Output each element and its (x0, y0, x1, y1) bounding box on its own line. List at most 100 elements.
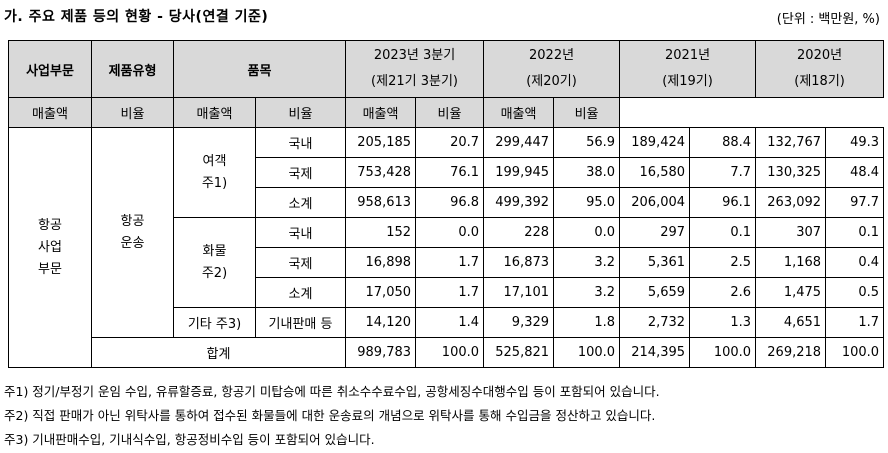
footnote: 주2) 직접 판매가 아닌 위탁사를 통하여 접수된 화물들에 대한 운송료의 … (4, 408, 656, 423)
sales-value: 9,329 (483, 307, 555, 338)
sales-value: 5,659 (619, 277, 691, 308)
header-sales: 매출액 (483, 97, 555, 128)
header-period: 2023년 3분기 (제21기 3분기) (345, 40, 485, 98)
header-sales: 매출액 (8, 97, 92, 128)
header-period: 2021년 (제19기) (619, 40, 757, 98)
row-label: 소계 (254, 277, 347, 308)
ratio-value: 1.8 (553, 307, 621, 338)
header-ratio: 비율 (553, 97, 621, 128)
table-row: 국제 16,898 1.7 16,873 3.2 5,361 2.5 1,168 0.4 (9, 247, 885, 278)
table-row: 국제 753,428 76.1 199,945 38.0 16,580 7.7 130,32… (9, 157, 885, 188)
header-sales: 매출액 (173, 97, 256, 128)
sales-value: 958,613 (345, 187, 417, 218)
header-segment: 사업부문 (8, 40, 92, 98)
ratio-value: 0.0 (415, 217, 485, 248)
sales-value: 297 (619, 217, 691, 248)
sales-value: 199,945 (483, 157, 555, 188)
header-sales: 매출액 (345, 97, 417, 128)
ratio-value: 100.0 (689, 337, 757, 368)
sales-value: 299,447 (483, 127, 555, 158)
footnote: 주1) 정기/부정기 운임 수입, 유류할증료, 항공기 미탑승에 따른 취소수… (4, 384, 660, 399)
sales-value: 132,767 (755, 127, 827, 158)
header-period: 2020년 (제18기) (755, 40, 885, 98)
sales-value: 16,580 (619, 157, 691, 188)
ratio-value: 95.0 (553, 187, 621, 218)
header-ratio: 비율 (91, 97, 174, 128)
table-row: 소계 958,613 96.8 499,392 95.0 206,004 96.1 263,… (9, 187, 885, 218)
ratio-value: 96.8 (415, 187, 485, 218)
unit-label: (단위 : 백만원, %) (776, 12, 880, 27)
ratio-value: 1.7 (415, 247, 485, 278)
ratio-value: 48.4 (825, 157, 885, 188)
table-row: 합계 989,783 100.0 525,821 100.0 214,395 100.0 2… (9, 337, 885, 368)
sales-value: 214,395 (619, 337, 691, 368)
sales-value: 206,004 (619, 187, 691, 218)
sales-value: 189,424 (619, 127, 691, 158)
ratio-value: 1.7 (415, 277, 485, 308)
header-row-3: 매출액 비율 매출액 비율 매출액 비율 매출액 비율 (8, 97, 884, 128)
sales-value: 17,101 (483, 277, 555, 308)
ratio-value: 0.5 (825, 277, 885, 308)
sales-value: 4,651 (755, 307, 827, 338)
sales-value: 130,325 (755, 157, 827, 188)
total-label: 합계 (90, 337, 347, 368)
row-label: 국제 (254, 157, 347, 188)
sales-value: 14,120 (345, 307, 417, 338)
header-period: 2022년 (제20기) (483, 40, 621, 98)
sales-value: 307 (755, 217, 827, 248)
footnotes: 주1) 정기/부정기 운임 수입, 유류할증료, 항공기 미탑승에 따른 취소수… (4, 380, 660, 452)
sales-value: 2,732 (619, 307, 691, 338)
ratio-value: 100.0 (825, 337, 885, 368)
header-ratio: 비율 (254, 97, 347, 128)
group-cargo: 화물 주2) (173, 217, 256, 308)
ratio-value: 100.0 (553, 337, 621, 368)
ratio-value: 96.1 (689, 187, 757, 218)
ratio-value: 1.4 (415, 307, 485, 338)
ratio-value: 56.9 (553, 127, 621, 158)
sales-value: 1,168 (755, 247, 827, 278)
sales-value: 269,218 (755, 337, 827, 368)
ratio-value: 49.3 (825, 127, 885, 158)
ratio-value: 38.0 (553, 157, 621, 188)
sales-value: 5,361 (619, 247, 691, 278)
header-type: 제품유형 (91, 40, 174, 98)
product-sales-table: 사업부문 제품유형 품목 2023년 3분기 (제21기 3분기) 2022년 (제… (8, 40, 885, 368)
sales-value: 16,898 (345, 247, 417, 278)
sales-value: 263,092 (755, 187, 827, 218)
sales-value: 753,428 (345, 157, 417, 188)
row-label: 국제 (254, 247, 347, 278)
table-row: 기타 주3) 기내판매 등 14,120 1.4 9,329 1.8 2,732 1.3 4… (9, 307, 885, 338)
sales-value: 205,185 (345, 127, 417, 158)
sales-value: 525,821 (483, 337, 555, 368)
row-label: 국내 (254, 127, 347, 158)
header-row-1: 사업부문 제품유형 품목 2023년 3분기 (제21기 3분기) 2022년 (제… (8, 40, 885, 98)
sales-value: 17,050 (345, 277, 417, 308)
ratio-value: 7.7 (689, 157, 757, 188)
ratio-value: 100.0 (415, 337, 485, 368)
table-row: 화물 주2) 국내 152 0.0 228 0.0 297 0.1 307 0.1 (9, 217, 885, 308)
header-ratio: 비율 (415, 97, 485, 128)
segment-cell: 항공 사업 부문 (8, 127, 92, 368)
header-item: 품목 (172, 40, 347, 98)
ratio-value: 1.3 (689, 307, 757, 338)
ratio-value: 0.1 (825, 217, 885, 248)
section-title: 가. 주요 제품 등의 현황 - 당사(연결 기준) (4, 9, 269, 25)
ratio-value: 2.5 (689, 247, 757, 278)
row-label: 기내판매 등 (254, 307, 347, 338)
group-passenger: 여객 주1) (173, 127, 256, 218)
ratio-value: 97.7 (825, 187, 885, 218)
ratio-value: 20.7 (415, 127, 485, 158)
table-row: 항공 사업 부문 항공 운송 여객 주1) 국내 205,185 20.7 299,447 5… (8, 127, 885, 368)
ratio-value: 0.0 (553, 217, 621, 248)
ratio-value: 2.6 (689, 277, 757, 308)
sales-value: 152 (345, 217, 417, 248)
sales-value: 16,873 (483, 247, 555, 278)
product-type-cell: 항공 운송 (91, 127, 174, 338)
sales-value: 499,392 (483, 187, 555, 218)
sales-value: 989,783 (345, 337, 417, 368)
ratio-value: 3.2 (553, 247, 621, 278)
ratio-value: 1.7 (825, 307, 885, 338)
ratio-value: 3.2 (553, 277, 621, 308)
ratio-value: 0.4 (825, 247, 885, 278)
ratio-value: 0.1 (689, 217, 757, 248)
